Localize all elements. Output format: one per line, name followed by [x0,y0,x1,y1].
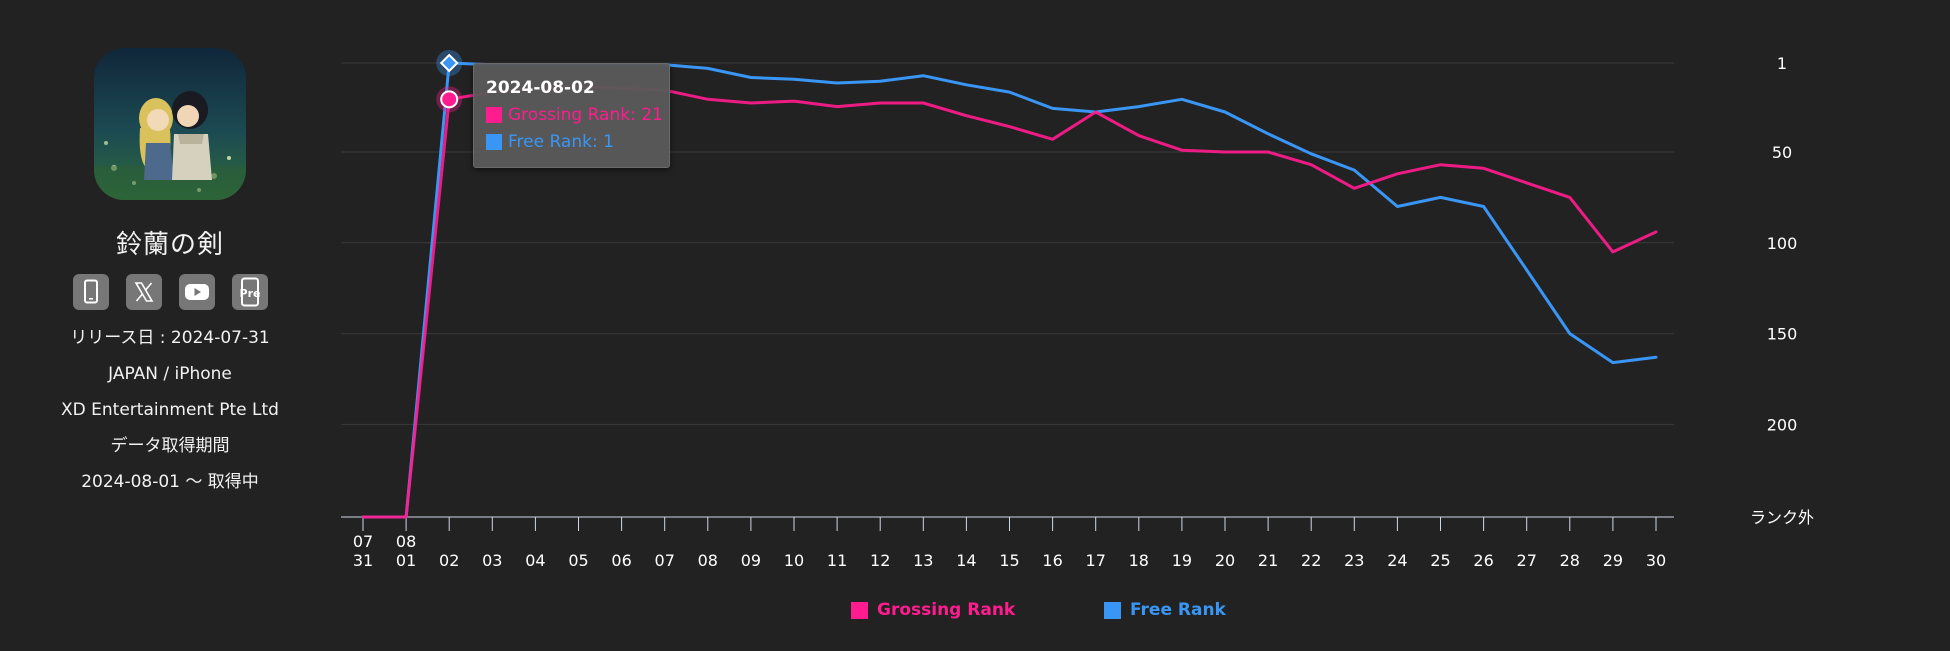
free-marker[interactable] [439,53,459,73]
x-tick-label: 02 [439,551,459,570]
x-tick-label: 29 [1603,551,1623,570]
pre-register-icon: Pre [239,277,260,307]
grossing-swatch [486,107,502,123]
app-title: 鈴蘭の剣 [115,230,224,260]
y-tick-label: 1 [1777,54,1787,73]
x-tick-label: 05 [568,551,588,570]
x-tick-label: 18 [1129,551,1149,570]
x-tick-label: 03 [482,551,502,570]
x-tick-label: 09 [741,551,761,570]
x-tick-label: 08 [396,532,416,551]
x-tick-label: 13 [913,551,933,570]
x-tick-label: 19 [1172,551,1192,570]
x-tick-label: 07 [353,532,373,551]
app-store-link[interactable] [72,274,109,310]
tooltip-free-value: Free Rank: 1 [508,132,614,152]
y-tick-label: ランク外 [1750,508,1814,527]
x-tick-label: 08 [698,551,718,570]
tooltip-grossing-row: Grossing Rank: 21 [486,105,669,125]
legend-label-grossing: Grossing Rank [877,600,1016,620]
y-tick-label: 200 [1767,415,1798,434]
x-tick-label: 30 [1646,551,1666,570]
legend-item-grossing[interactable]: Grossing Rank [851,600,1015,620]
pre-register-icon-text: Pre [239,287,260,300]
highlight-markers [436,50,463,113]
x-tick-label: 28 [1560,551,1580,570]
app-info-panel: 鈴蘭の剣 [40,48,300,492]
x-tick-label: 06 [611,551,631,570]
data-period: 2024-08-01 〜 取得中 [81,472,259,492]
x-tick-label: 17 [1086,551,1106,570]
x-tick-label: 01 [396,551,416,570]
tooltip-grossing-value: Grossing Rank: 21 [508,105,663,125]
legend-swatch-grossing [851,601,868,619]
tooltip-free-row: Free Rank: 1 [486,132,669,152]
chart-legend: Grossing Rank Free Rank [0,600,1950,630]
x-axis [341,516,1674,531]
iphone-icon [83,279,98,304]
legend-swatch-free [1104,601,1121,619]
data-period-label: データ取得期間 [110,436,230,456]
legend-item-free[interactable]: Free Rank [1104,600,1226,620]
grossing-marker[interactable] [440,90,459,109]
x-link[interactable] [125,274,162,310]
x-tick-label: 24 [1387,551,1407,570]
x-tick-label: 25 [1430,551,1450,570]
x-tick-label: 14 [956,551,976,570]
x-tick-label: 20 [1215,551,1235,570]
x-tick-label: 12 [870,551,890,570]
region-platform: JAPAN / iPhone [108,364,232,384]
x-tick-label: 15 [999,551,1019,570]
x-icon [134,282,153,302]
app-icon[interactable] [94,48,246,200]
y-tick-label: 50 [1772,143,1792,162]
x-tick-label: 31 [353,551,373,570]
x-tick-label: 26 [1473,551,1493,570]
x-tick-label: 16 [1042,551,1062,570]
x-tick-label: 23 [1344,551,1364,570]
x-tick-label: 04 [525,551,545,570]
app-link-row: Pre [72,274,268,310]
x-tick-label: 21 [1258,551,1278,570]
x-tick-label: 22 [1301,551,1321,570]
y-tick-label: 150 [1767,325,1798,344]
x-tick-label: 11 [827,551,847,570]
chart-tooltip: 2024-08-02 Grossing Rank: 21 Free Rank: … [473,63,670,168]
free-swatch [486,134,502,150]
youtube-link[interactable] [178,274,215,310]
x-tick-label: 07 [655,551,675,570]
tooltip-date: 2024-08-02 [486,78,595,98]
x-tick-label: 10 [784,551,804,570]
y-tick-label: 100 [1767,234,1798,253]
youtube-icon [184,284,209,300]
legend-label-free: Free Rank [1130,600,1226,620]
pre-register-link[interactable]: Pre [231,274,268,310]
x-tick-label: 27 [1517,551,1537,570]
release-date: リリース日 : 2024-07-31 [70,328,270,348]
publisher: XD Entertainment Pte Ltd [61,400,279,420]
